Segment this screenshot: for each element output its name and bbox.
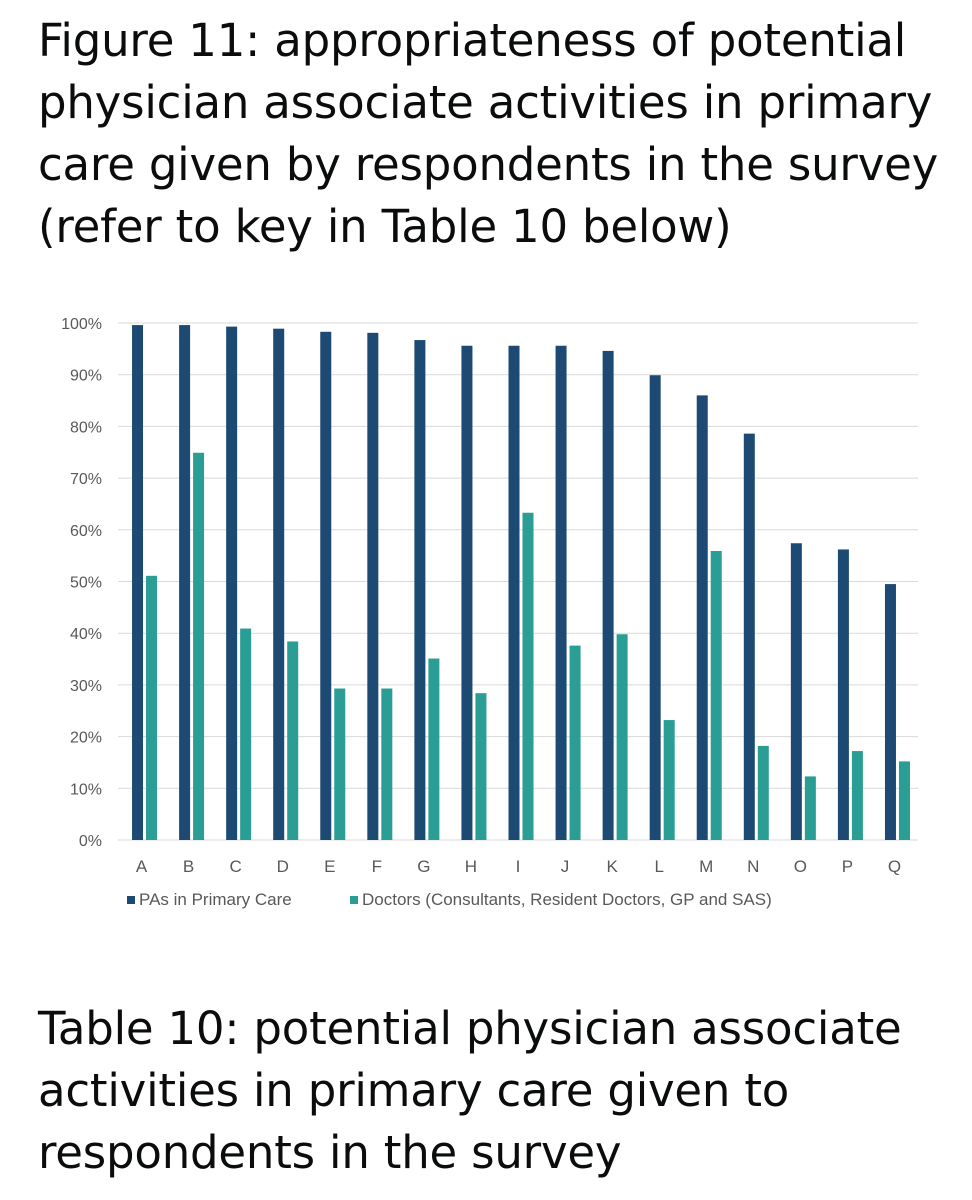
legend-swatch	[127, 896, 135, 904]
chart-svg: 0% 10% 20% 30% 40% 50% 60% 70% 80% 90% 100% A B C D E F G…	[61, 316, 918, 909]
figure-title: Figure 11: appropriateness of potential …	[38, 14, 939, 253]
legend-label: PAs in Primary Care	[139, 890, 292, 909]
y-tick-label: 30%	[70, 678, 102, 695]
bar-doctors-i	[522, 512, 534, 840]
bar-pas-a	[132, 325, 144, 840]
bar-doctors-g	[428, 658, 440, 840]
x-tick-label: L	[654, 857, 663, 876]
y-tick-label: 20%	[70, 730, 102, 747]
y-tick-label: 0%	[79, 833, 102, 850]
bar-doctors-k	[616, 634, 628, 840]
x-tick-label: E	[324, 857, 335, 876]
bar-pas-p	[837, 549, 849, 840]
x-tick-label: G	[417, 857, 430, 876]
bar-pas-m	[696, 395, 708, 840]
legend-label: Doctors (Consultants, Resident Doctors, …	[362, 890, 772, 909]
bar-doctors-p	[851, 751, 863, 840]
bar-doctors-j	[569, 645, 581, 840]
bar-doctors-f	[381, 688, 393, 840]
x-tick-label: D	[277, 857, 289, 876]
bar-pas-n	[743, 433, 755, 840]
y-tick-label: 90%	[70, 368, 102, 385]
bar-pas-d	[273, 328, 285, 840]
legend-swatch	[350, 896, 358, 904]
bar-pas-b	[179, 325, 191, 840]
bar-pas-c	[226, 326, 238, 840]
bar-pas-f	[367, 332, 379, 840]
bar-doctors-o	[804, 776, 816, 840]
bar-doctors-d	[287, 641, 299, 840]
x-tick-label: I	[516, 857, 521, 876]
table-title: Table 10: potential physician associate …	[38, 1002, 902, 1179]
x-tick-label: K	[606, 857, 618, 876]
y-tick-label: 40%	[70, 626, 102, 643]
y-tick-label: 100%	[61, 316, 102, 333]
x-tick-label: H	[465, 857, 477, 876]
x-tick-label: C	[230, 857, 242, 876]
x-tick-label: Q	[888, 857, 901, 876]
bar-doctors-b	[193, 452, 205, 840]
bar-pas-j	[555, 345, 567, 840]
bar-pas-e	[320, 331, 332, 840]
bar-pas-o	[790, 543, 802, 840]
y-tick-label: 10%	[70, 781, 102, 798]
x-tick-label: A	[136, 857, 148, 876]
bar-doctors-h	[475, 693, 487, 840]
bar-doctors-e	[334, 688, 346, 840]
x-tick-label: M	[699, 857, 713, 876]
y-tick-label: 60%	[70, 523, 102, 540]
bar-doctors-n	[757, 745, 769, 840]
bar-pas-h	[461, 345, 473, 840]
bar-chart: 0% 10% 20% 30% 40% 50% 60% 70% 80% 90% 100% A B C D E F G…	[0, 300, 972, 940]
bar-doctors-q	[898, 761, 910, 840]
y-tick-label: 80%	[70, 419, 102, 436]
bar-doctors-l	[663, 720, 675, 840]
x-tick-label: O	[794, 857, 807, 876]
bar-doctors-m	[710, 550, 722, 840]
x-tick-label: N	[747, 857, 759, 876]
bar-pas-i	[508, 345, 520, 840]
x-tick-label: P	[842, 857, 853, 876]
bar-pas-q	[884, 584, 896, 840]
bar-pas-l	[649, 375, 661, 840]
bar-doctors-a	[146, 575, 158, 840]
x-tick-label: J	[561, 857, 570, 876]
bar-pas-k	[602, 350, 614, 840]
y-tick-label: 50%	[70, 575, 102, 592]
x-tick-label: B	[183, 857, 194, 876]
bar-pas-g	[414, 340, 426, 840]
y-tick-label: 70%	[70, 471, 102, 488]
bar-doctors-c	[240, 628, 252, 840]
x-tick-label: F	[372, 857, 382, 876]
